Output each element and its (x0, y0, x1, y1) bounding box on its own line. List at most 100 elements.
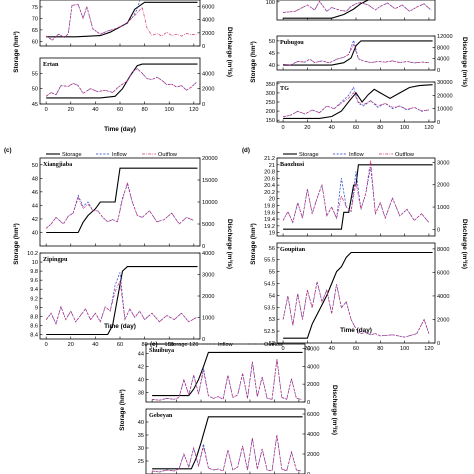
y-tick-label: 19.2 (264, 224, 275, 230)
y-tick-label: 19.4 (264, 217, 275, 223)
y-tick-label: 20.6 (264, 176, 275, 182)
x-tick-label: 60 (353, 125, 359, 131)
y-tick-label: 8.8 (30, 314, 38, 320)
x-axis-title: Time (day) (340, 327, 372, 334)
legend-label-outflow: Outflow (395, 152, 415, 158)
y2-tick-label: 3000 (202, 273, 214, 279)
series-outflow (282, 160, 430, 224)
x-tick-label: 100 (400, 125, 409, 131)
series-storage (46, 167, 198, 234)
x-tick-label: 60 (117, 107, 123, 113)
y-axis-title: Storage (hm³) (119, 389, 126, 431)
site-name: TG (280, 85, 289, 92)
y-tick-label: 53.5 (264, 305, 275, 311)
legend-label-outflow: Outflow (158, 152, 178, 158)
y-tick-label: 250 (266, 100, 275, 106)
series-storage (283, 40, 433, 66)
y-tick-label: 21 (269, 163, 275, 169)
y2-tick-label: 4000 (202, 18, 214, 24)
series-outflow (45, 68, 197, 97)
y-tick-label: 20.4 (264, 183, 275, 189)
subplot-pubugou: 40 45 50 0 4000 8000 12000 Pubugou (269, 34, 453, 74)
series-inflow (283, 86, 429, 118)
y-tick-label: 75 (32, 5, 38, 11)
y2-tick-label: 0 (202, 102, 205, 108)
series-group (45, 266, 198, 336)
series-inflow (45, 183, 194, 229)
y-tick-label: 20.8 (264, 170, 275, 176)
y-tick-label: 48 (32, 176, 38, 182)
series-group (45, 63, 198, 99)
y-tick-label: 8.6 (30, 323, 38, 329)
y-tick-label: 9.4 (30, 287, 38, 293)
x-tick-label: 120 (189, 107, 198, 113)
y-tick-label: 100 (266, 0, 275, 6)
panel-label: (c) (4, 147, 12, 154)
x-tick-label: 0 (282, 125, 285, 131)
chart-panel-3: Storage Inflow Outflow (d) 1919.219.419.619.… (242, 147, 468, 352)
series-outflow (45, 180, 194, 229)
y-tick-label: 8.4 (30, 332, 38, 338)
y-tick-label: 50 (32, 163, 38, 169)
y-axis-title: Storage (hm³) (13, 223, 20, 265)
series-group (46, 0, 198, 41)
x-axis-title: Time (day) (104, 323, 136, 330)
series-storage (46, 63, 198, 99)
y-tick-label: 40 (138, 420, 144, 426)
x-tick-label: 100 (165, 107, 174, 113)
x-tick-label: 20 (68, 342, 74, 348)
x-tick-label: 40 (92, 107, 98, 113)
x-tick-label: 40 (329, 346, 335, 352)
y2-tick-label: 20000 (202, 156, 218, 162)
y2-tick-label: 6000 (437, 270, 449, 276)
series-outflow (46, 4, 197, 41)
y-tick-label: 350 (266, 82, 275, 88)
site-name: Goupitan (280, 246, 306, 253)
y2-tick-label: 2000 (307, 452, 319, 458)
legend-label-storage: Storage (299, 152, 319, 158)
y-tick-label: 45 (32, 102, 38, 108)
y2-tick-label: 2000 (202, 31, 214, 37)
plot-frame (145, 408, 306, 474)
chart-panel-2: Storage Inflow Outflow (c) 40 42 44 46 48 50 0 5000… (4, 147, 233, 348)
plot-frame (276, 157, 436, 237)
series-storage (152, 416, 303, 470)
y2-axis-title: Discharge (m³/s) (331, 385, 338, 435)
y-tick-label: 150 (266, 118, 275, 124)
y2-tick-label: 8000 (437, 247, 449, 253)
site-name: Gebeyan (149, 412, 173, 419)
subplot-top: 100 (266, 0, 436, 21)
y-axis-title: Storage (hm³) (250, 223, 257, 265)
x-tick-label: 60 (117, 342, 123, 348)
x-tick-label: 20 (304, 125, 310, 131)
series-storage (283, 0, 369, 19)
x-tick-label: 80 (141, 107, 147, 113)
subplot-tg: 150 200 250 300 350 0 10000 20000 30000 TG (266, 80, 453, 126)
y-tick-label: 38 (138, 390, 144, 396)
y2-tick-label: 4000 (437, 294, 449, 300)
series-outflow (283, 43, 429, 66)
y2-axis-title: Discharge (m³/s) (226, 219, 233, 269)
x-tick-label: 100 (400, 346, 409, 352)
series-outflow (283, 92, 429, 118)
y2-tick-label: 10000 (437, 107, 453, 113)
y-tick-label: 60 (32, 39, 38, 45)
y-tick-label: 21.2 (264, 156, 275, 162)
y2-tick-label: 0 (437, 68, 440, 74)
y2-tick-label: 30000 (437, 80, 453, 86)
chart-panel-4: Storage Inflow Outflow(e)38404244020004000… (119, 341, 338, 474)
y-tick-label: 45 (269, 51, 275, 57)
y-tick-label: 10 (32, 260, 38, 266)
series-outflow (152, 359, 302, 401)
series-inflow (46, 0, 141, 41)
y-tick-label: 50 (32, 87, 38, 93)
x-tick-label: 40 (329, 125, 335, 131)
y-tick-label: 55 (32, 71, 38, 77)
y2-tick-label: 20000 (437, 93, 453, 99)
y-axis-title: Storage (hm³) (13, 31, 20, 73)
x-tick-label: 100 (165, 342, 174, 348)
x-tick-label: 0 (45, 107, 48, 113)
y2-tick-label: 6000 (307, 412, 319, 418)
y2-tick-label: 0 (202, 337, 205, 343)
series-storage (152, 351, 303, 397)
